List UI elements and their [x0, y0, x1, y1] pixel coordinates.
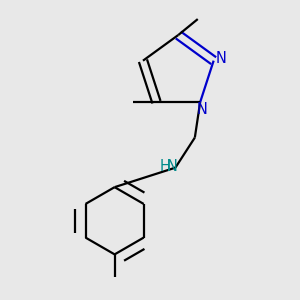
Text: H: H	[159, 159, 170, 174]
Text: N: N	[196, 103, 207, 118]
Text: N: N	[167, 159, 178, 174]
Text: N: N	[216, 51, 227, 66]
